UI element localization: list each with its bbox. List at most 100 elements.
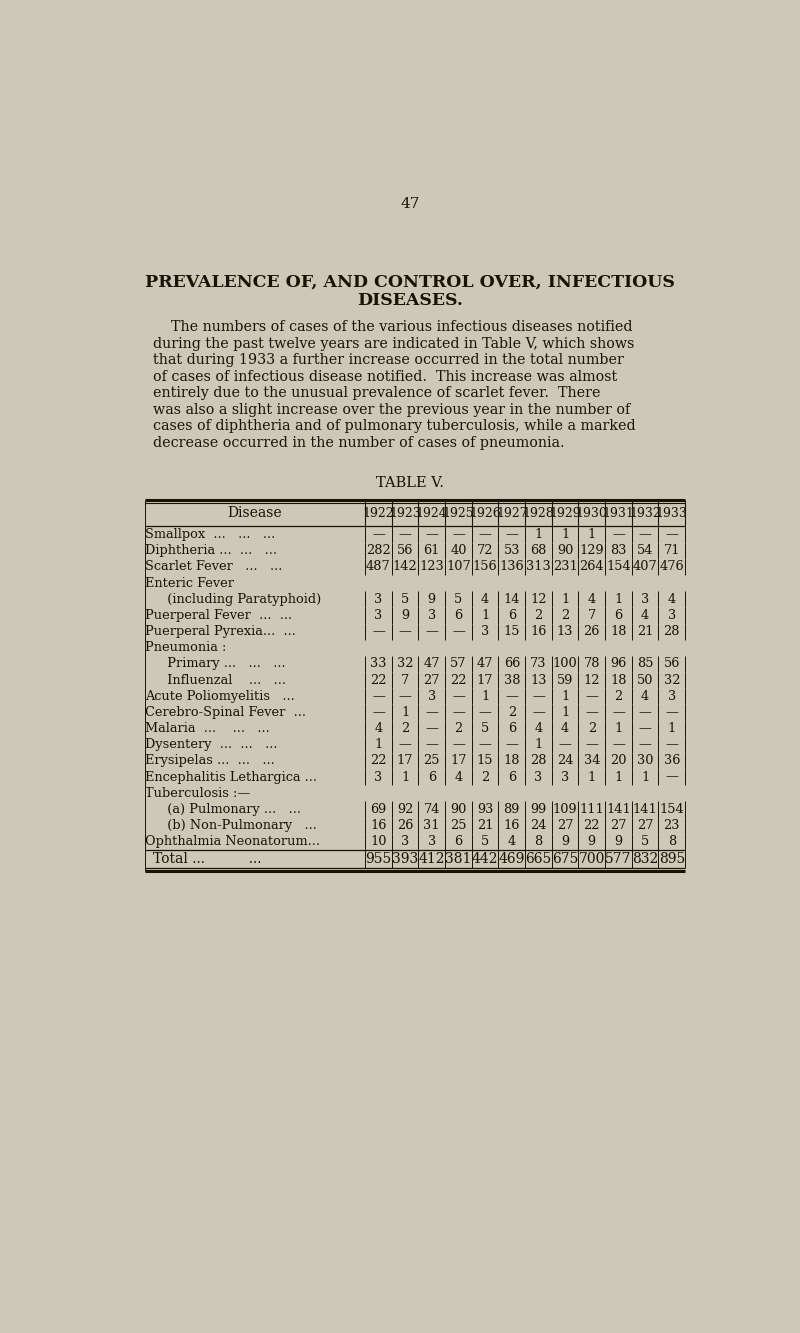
Text: 4: 4 — [454, 770, 462, 784]
Text: 13: 13 — [557, 625, 574, 639]
Text: —: — — [666, 528, 678, 541]
Text: 66: 66 — [504, 657, 520, 670]
Text: 4: 4 — [534, 722, 542, 734]
Text: 264: 264 — [579, 560, 604, 573]
Text: —: — — [638, 722, 651, 734]
Text: 16: 16 — [503, 818, 520, 832]
Text: during the past twelve years are indicated in Table V, which shows: during the past twelve years are indicat… — [153, 337, 634, 351]
Text: 15: 15 — [503, 625, 520, 639]
Text: 26: 26 — [583, 625, 600, 639]
Text: 7: 7 — [401, 673, 409, 686]
Text: 2: 2 — [561, 609, 570, 623]
Text: 1: 1 — [481, 689, 490, 702]
Text: —: — — [426, 722, 438, 734]
Text: 1: 1 — [401, 770, 409, 784]
Text: 381: 381 — [446, 852, 471, 866]
Text: 123: 123 — [419, 560, 444, 573]
Text: 57: 57 — [450, 657, 466, 670]
Text: 90: 90 — [557, 544, 574, 557]
Text: —: — — [612, 738, 625, 752]
Text: 3: 3 — [374, 593, 382, 605]
Text: of cases of infectious disease notified.  This increase was almost: of cases of infectious disease notified.… — [153, 369, 617, 384]
Text: DISEASES.: DISEASES. — [357, 292, 463, 309]
Text: 100: 100 — [553, 657, 578, 670]
Text: Tuberculosis :—: Tuberculosis :— — [145, 786, 250, 800]
Text: 90: 90 — [450, 802, 466, 816]
Text: 469: 469 — [498, 852, 525, 866]
Text: 109: 109 — [553, 802, 578, 816]
Text: —: — — [372, 706, 385, 718]
Text: 6: 6 — [454, 836, 462, 848]
Text: 4: 4 — [641, 609, 650, 623]
Text: Encephalitis Lethargica ...: Encephalitis Lethargica ... — [145, 770, 317, 784]
Text: 27: 27 — [423, 673, 440, 686]
Text: was also a slight increase over the previous year in the number of: was also a slight increase over the prev… — [153, 403, 630, 417]
Text: 73: 73 — [530, 657, 546, 670]
Text: 9: 9 — [428, 593, 436, 605]
Text: —: — — [372, 528, 385, 541]
Text: Puerperal Pyrexia...  ...: Puerperal Pyrexia... ... — [145, 625, 296, 639]
Text: 1924: 1924 — [416, 507, 448, 520]
Text: Disease: Disease — [228, 507, 282, 520]
Text: —: — — [398, 625, 411, 639]
Text: 27: 27 — [557, 818, 574, 832]
Text: 15: 15 — [477, 754, 494, 768]
Text: 93: 93 — [477, 802, 494, 816]
Text: 33: 33 — [370, 657, 386, 670]
Text: 313: 313 — [526, 560, 550, 573]
Text: 700: 700 — [578, 852, 605, 866]
Text: 14: 14 — [503, 593, 520, 605]
Text: 16: 16 — [370, 818, 386, 832]
Text: —: — — [638, 706, 651, 718]
Text: 54: 54 — [637, 544, 654, 557]
Text: 32: 32 — [663, 673, 680, 686]
Text: 47: 47 — [477, 657, 494, 670]
Text: Total ...          ...: Total ... ... — [153, 852, 261, 866]
Text: 32: 32 — [397, 657, 414, 670]
Text: 13: 13 — [530, 673, 546, 686]
Text: —: — — [586, 738, 598, 752]
Text: 23: 23 — [663, 818, 680, 832]
Text: 832: 832 — [632, 852, 658, 866]
Text: 1: 1 — [534, 528, 542, 541]
Text: 895: 895 — [658, 852, 685, 866]
Text: 21: 21 — [477, 818, 494, 832]
Text: TABLE V.: TABLE V. — [376, 476, 444, 489]
Text: Scarlet Fever   ...   ...: Scarlet Fever ... ... — [145, 560, 282, 573]
Text: 1: 1 — [614, 593, 622, 605]
Text: 1927: 1927 — [496, 507, 527, 520]
Text: 83: 83 — [610, 544, 626, 557]
Text: 22: 22 — [583, 818, 600, 832]
Text: 1930: 1930 — [576, 507, 608, 520]
Text: —: — — [452, 706, 465, 718]
Text: 69: 69 — [370, 802, 386, 816]
Text: 955: 955 — [366, 852, 391, 866]
Text: 3: 3 — [428, 689, 436, 702]
Text: 1923: 1923 — [389, 507, 421, 520]
Text: entirely due to the unusual prevalence of scarlet fever.  There: entirely due to the unusual prevalence o… — [153, 387, 600, 400]
Text: Acute Poliomyelitis   ...: Acute Poliomyelitis ... — [145, 689, 294, 702]
Text: 50: 50 — [637, 673, 654, 686]
Text: 38: 38 — [503, 673, 520, 686]
Text: 17: 17 — [477, 673, 494, 686]
Text: 12: 12 — [583, 673, 600, 686]
Text: 21: 21 — [637, 625, 654, 639]
Text: 1931: 1931 — [602, 507, 634, 520]
Text: 22: 22 — [370, 673, 386, 686]
Text: 47: 47 — [423, 657, 440, 670]
Text: 5: 5 — [481, 722, 490, 734]
Text: —: — — [558, 738, 571, 752]
Text: 476: 476 — [659, 560, 684, 573]
Text: Pneumonia :: Pneumonia : — [145, 641, 226, 655]
Text: 72: 72 — [477, 544, 494, 557]
Text: 3: 3 — [534, 770, 542, 784]
Text: 56: 56 — [664, 657, 680, 670]
Text: 3: 3 — [374, 770, 382, 784]
Text: —: — — [638, 528, 651, 541]
Text: 1: 1 — [534, 738, 542, 752]
Text: 3: 3 — [428, 609, 436, 623]
Text: —: — — [426, 706, 438, 718]
Text: 393: 393 — [392, 852, 418, 866]
Text: 142: 142 — [393, 560, 418, 573]
Text: 4: 4 — [374, 722, 382, 734]
